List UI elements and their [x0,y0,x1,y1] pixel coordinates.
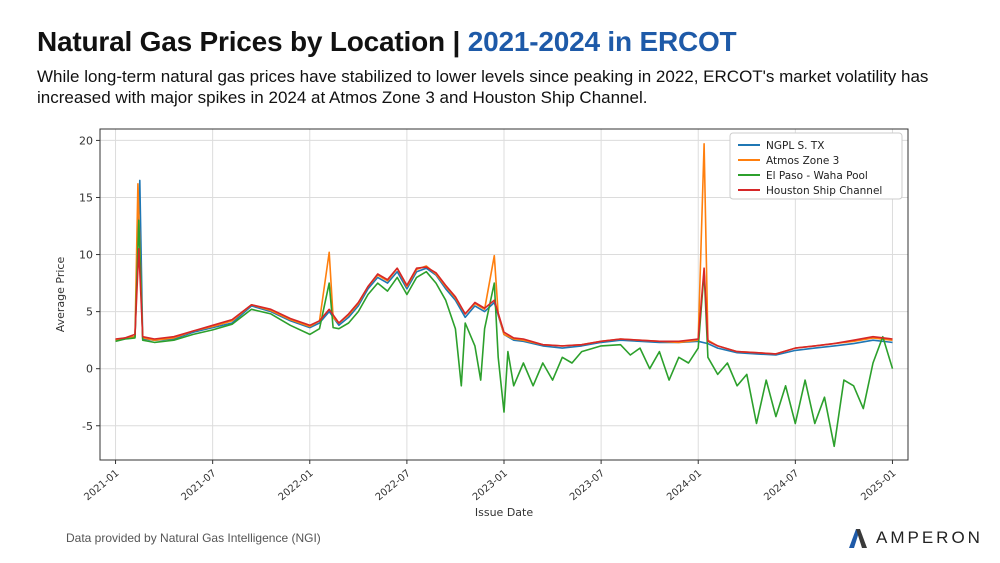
y-tick-label: -5 [82,420,93,433]
x-tick-label: 2021-07 [179,468,218,503]
y-tick-label: 5 [86,306,93,319]
y-tick-label: 10 [79,249,93,262]
legend-label: Houston Ship Channel [766,185,882,197]
x-tick-label: 2024-01 [665,468,704,503]
legend-label: NGPL S. TX [766,140,824,152]
amperon-logo-icon [849,529,867,548]
series-line [115,219,894,448]
series-line [115,179,893,356]
x-tick-label: 2021-01 [82,468,121,503]
legend-label: El Paso - Waha Pool [766,170,868,182]
subtitle: While long-term natural gas prices have … [37,67,929,107]
x-tick-label: 2022-01 [277,468,316,503]
chart-svg: -5 0 5 10 15 20 2021-01 2021-07 2022-01 2022-07 20… [54,128,909,519]
data-source-note: Data provided by Natural Gas Intelligenc… [66,531,321,545]
y-axis-label: Average Price [54,257,67,333]
brand-logo: AMPERON [847,526,983,550]
y-tick-label: 0 [86,363,93,376]
legend-box [729,132,903,200]
y-tick-label: 20 [79,134,93,147]
title-main: Natural Gas Prices by Location | [37,26,468,57]
x-tick-label: 2022-07 [374,468,413,503]
page-title: Natural Gas Prices by Location | 2021-20… [37,26,737,58]
series-line [115,248,893,355]
legend-label: Atmos Zone 3 [766,155,839,167]
x-axis-label: Issue Date [475,506,533,519]
x-tick-label: 2023-01 [471,468,510,503]
price-chart: -5 0 5 10 15 20 2021-01 2021-07 2022-01 2022-07 20… [40,124,920,524]
title-accent: 2021-2024 in ERCOT [467,26,737,57]
x-tick-label: 2023-07 [568,468,607,503]
y-tick-label: 15 [79,191,93,204]
x-tick-label: 2024-07 [762,468,801,503]
x-tick-label: 2025-01 [859,468,898,503]
legend: NGPL S. TX Atmos Zone 3 El Paso - Waha Poo… [729,132,903,200]
series-layer [115,142,894,448]
brand-wordmark: AMPERON [876,528,983,547]
